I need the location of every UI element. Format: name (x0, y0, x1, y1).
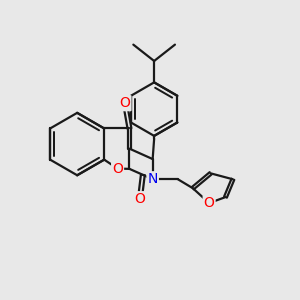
Text: N: N (148, 172, 158, 186)
Text: O: O (134, 192, 145, 206)
Text: O: O (112, 162, 123, 176)
Text: O: O (204, 196, 214, 210)
Text: O: O (120, 96, 130, 110)
